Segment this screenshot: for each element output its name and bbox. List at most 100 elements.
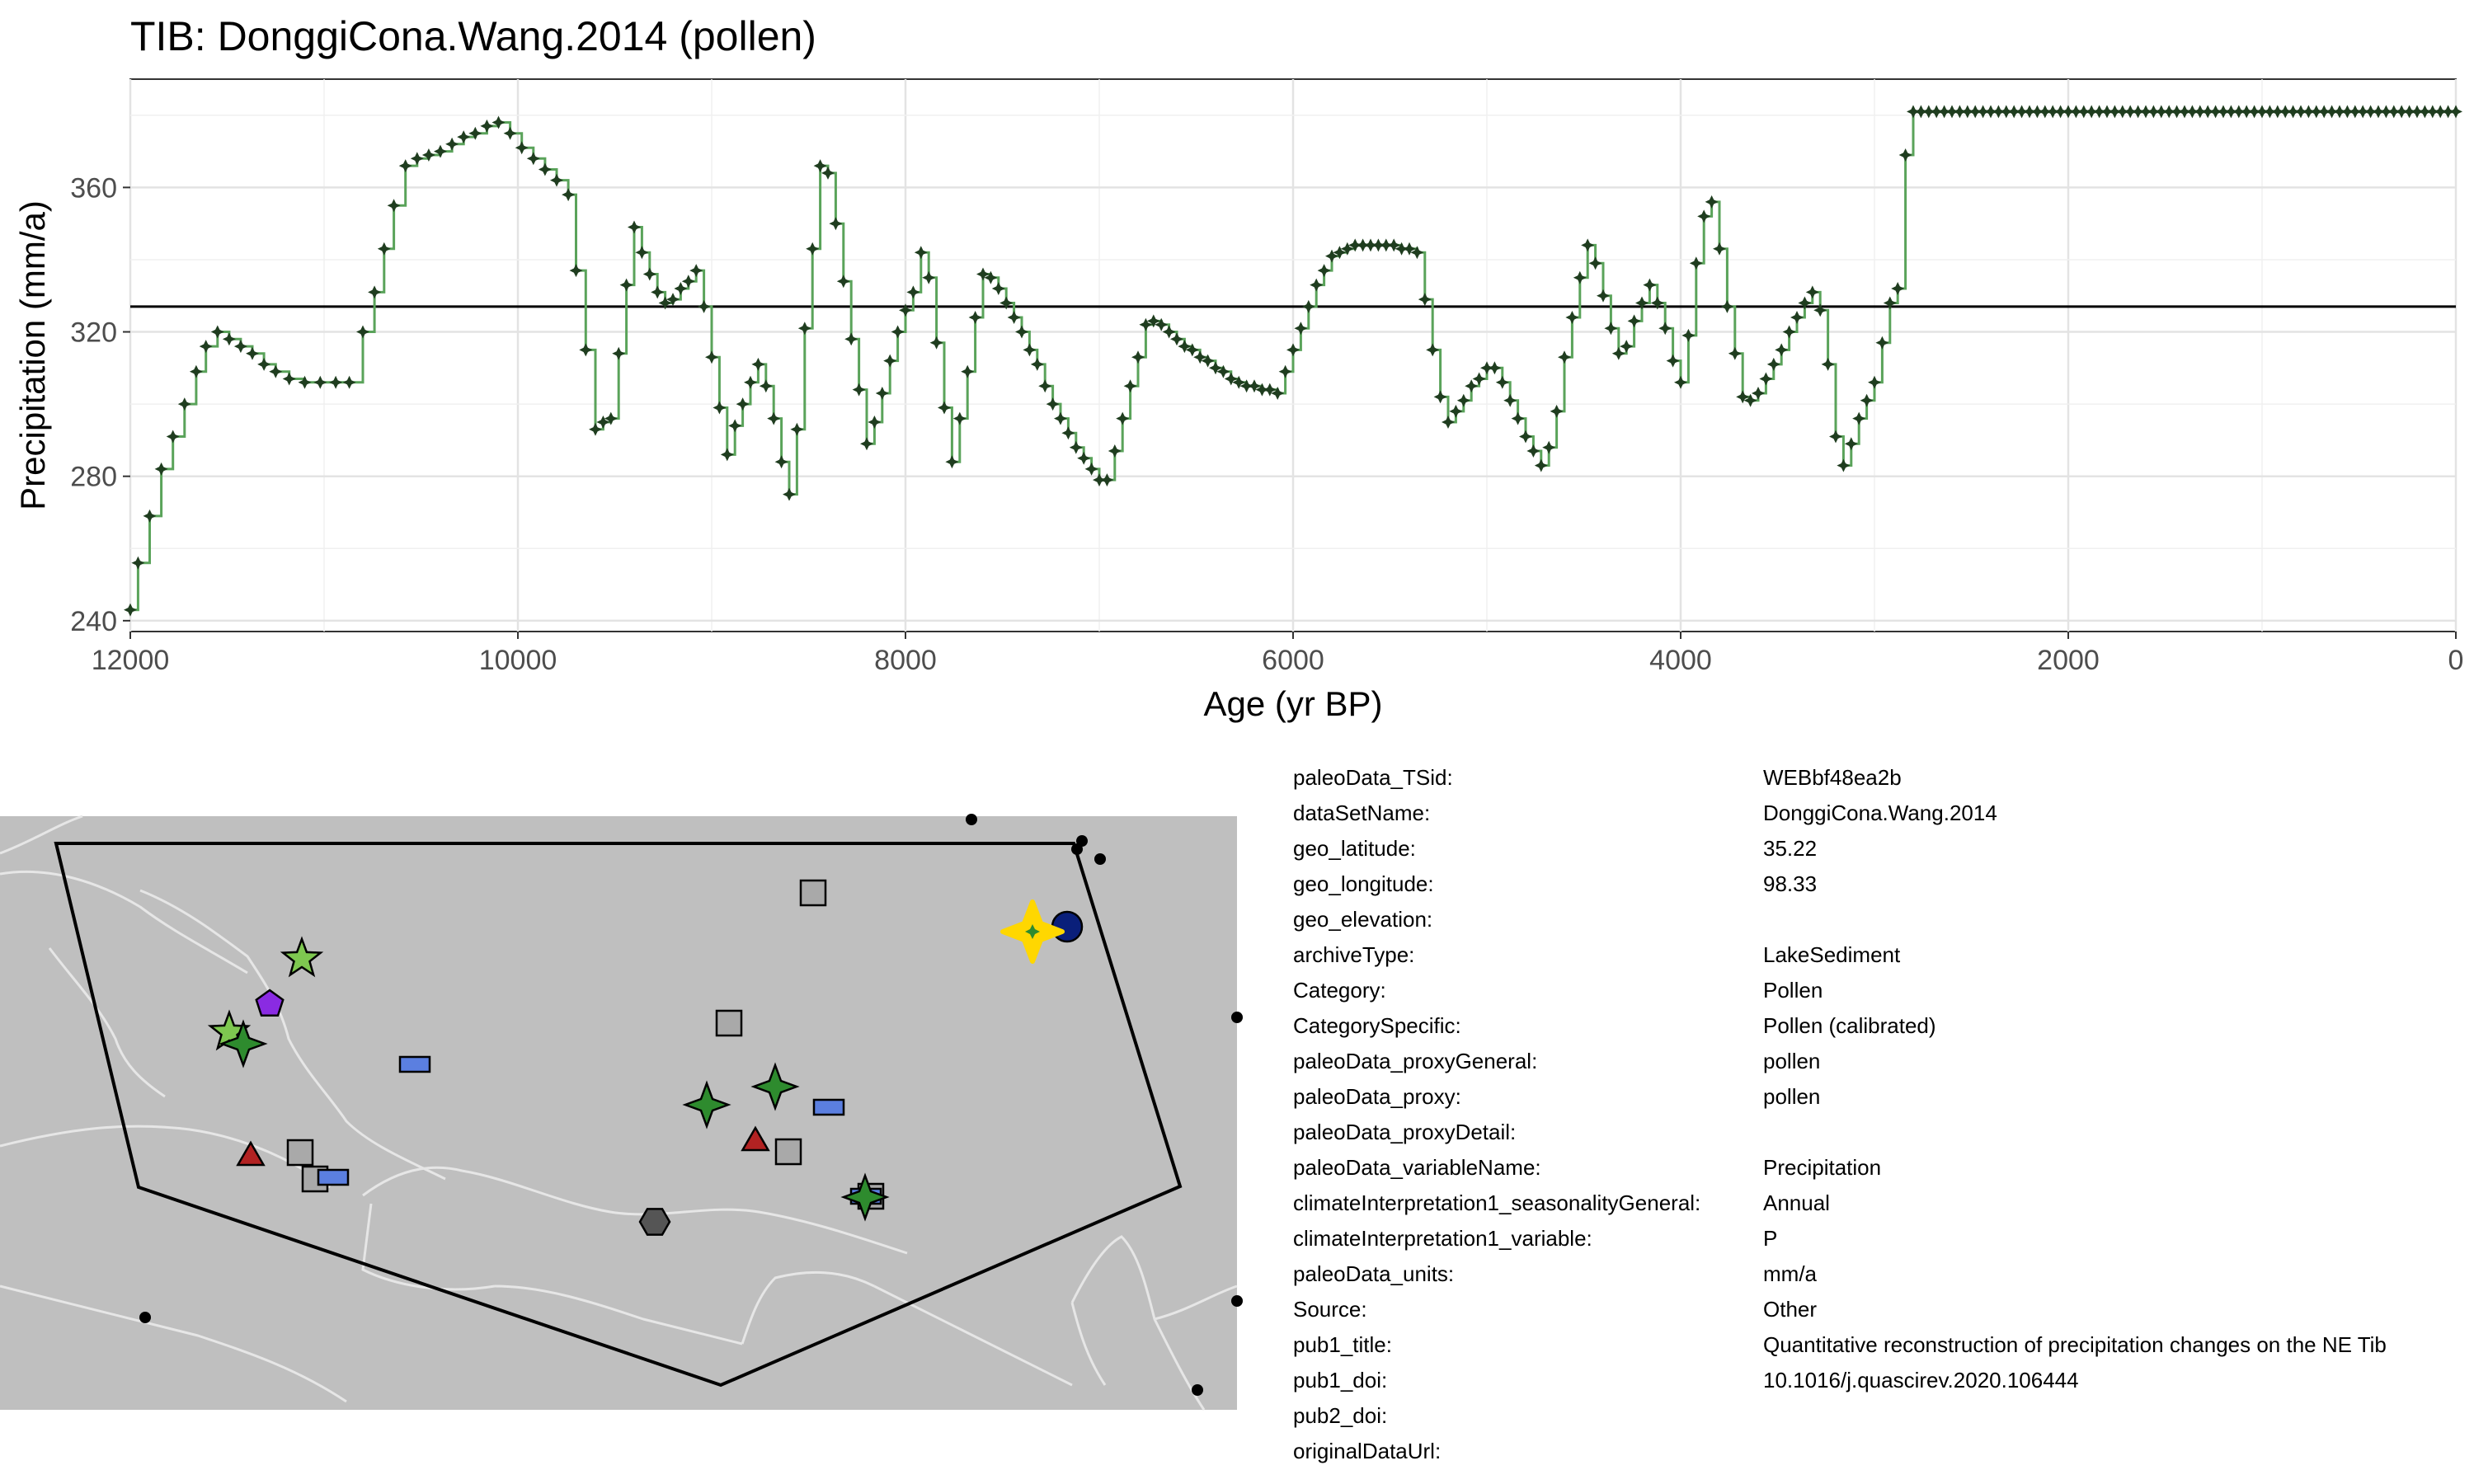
metadata-key: geo_longitude: xyxy=(1293,871,1434,896)
data-point xyxy=(2411,105,2424,119)
metadata-key: dataSetName: xyxy=(1293,801,1431,825)
data-point xyxy=(1968,105,1982,119)
hexagon-site xyxy=(638,1208,671,1236)
square-marker xyxy=(799,879,827,907)
data-point xyxy=(166,430,180,444)
data-point xyxy=(1844,437,1858,451)
x-tick-labels: 12000 10000 8000 6000 4000 2000 0 xyxy=(92,645,2464,676)
data-point xyxy=(2062,105,2075,119)
metadata-key: originalDataUrl: xyxy=(1293,1439,1442,1463)
data-point xyxy=(2162,105,2176,119)
data-point xyxy=(1837,458,1851,472)
rectangle-marker xyxy=(317,1168,350,1186)
data-point xyxy=(1232,375,1246,389)
data-point xyxy=(1146,314,1160,328)
data-point xyxy=(1937,105,1951,119)
data-point xyxy=(2124,105,2138,119)
data-point xyxy=(1387,238,1401,252)
data-point xyxy=(2147,105,2161,119)
data-point xyxy=(1046,397,1060,411)
data-point xyxy=(1666,354,1680,368)
data-point xyxy=(1875,336,1889,350)
x-tick-label: 10000 xyxy=(479,645,557,676)
data-point xyxy=(1775,343,1789,357)
data-point xyxy=(1620,340,1634,354)
data-point xyxy=(1023,343,1037,357)
site-map xyxy=(0,814,1243,1411)
data-point xyxy=(899,303,912,317)
data-point xyxy=(2053,105,2067,119)
data-point xyxy=(984,270,998,284)
data-point xyxy=(1480,361,1493,375)
data-point xyxy=(1442,416,1455,429)
y-tick-label: 280 xyxy=(70,462,117,493)
data-point xyxy=(1371,238,1385,252)
data-point xyxy=(1201,354,1215,368)
data-point xyxy=(1813,303,1827,317)
triangle-marker xyxy=(236,1140,266,1167)
metadata-value: Precipitation xyxy=(1763,1155,1882,1180)
data-point xyxy=(596,416,610,429)
data-point xyxy=(1705,195,1719,209)
y-tick-label: 240 xyxy=(70,606,117,637)
data-point xyxy=(1829,430,1842,444)
data-point xyxy=(1116,411,1130,425)
data-point xyxy=(891,325,905,339)
metadata-key: geo_latitude: xyxy=(1293,836,1416,861)
data-point xyxy=(1581,238,1595,252)
triangle-marker xyxy=(741,1125,770,1152)
data-point xyxy=(356,325,369,339)
data-point xyxy=(1992,105,2006,119)
data-point xyxy=(579,343,593,357)
data-point xyxy=(1084,462,1098,476)
data-point xyxy=(2279,105,2293,119)
data-point xyxy=(177,397,191,411)
data-point xyxy=(1697,209,1711,223)
data-point xyxy=(906,285,920,299)
square-marker xyxy=(774,1138,802,1166)
data-point xyxy=(1294,322,1308,336)
metadata-key: paleoData_proxyDetail: xyxy=(1293,1120,1517,1144)
data-point xyxy=(1743,393,1757,407)
data-point xyxy=(222,332,236,346)
map-background xyxy=(0,816,1237,1410)
data-point xyxy=(1550,404,1564,418)
data-point xyxy=(1681,328,1696,342)
square-marker xyxy=(286,1139,314,1167)
data-point xyxy=(1805,285,1819,299)
metadata-value: DonggiCona.Wang.2014 xyxy=(1763,801,1997,825)
metadata-value: WEBbf48ea2b xyxy=(1763,765,1902,790)
data-point xyxy=(952,411,967,425)
data-point xyxy=(991,282,1005,295)
data-point xyxy=(1348,238,1362,252)
data-point xyxy=(2286,105,2300,119)
data-point xyxy=(860,437,873,451)
data-point xyxy=(1798,296,1812,310)
data-point xyxy=(2030,105,2044,119)
region-polygon xyxy=(54,842,1183,1388)
data-point xyxy=(619,278,633,292)
data-point xyxy=(642,267,656,281)
data-point xyxy=(1449,404,1463,418)
data-point xyxy=(1030,357,1044,371)
data-point xyxy=(1193,350,1207,364)
data-point xyxy=(1162,325,1176,339)
data-point xyxy=(938,401,951,415)
data-point xyxy=(1984,105,1997,119)
data-point xyxy=(1418,293,1432,307)
data-point xyxy=(689,264,703,278)
data-point xyxy=(233,340,247,354)
data-point xyxy=(2363,105,2378,119)
data-point xyxy=(1301,299,1315,313)
data-point xyxy=(313,375,327,389)
data-point xyxy=(1627,314,1641,328)
data-point xyxy=(2425,105,2439,119)
data-point xyxy=(2023,105,2036,119)
data-point xyxy=(2302,105,2316,119)
data-point xyxy=(1650,296,1664,310)
data-point xyxy=(1465,379,1479,393)
data-point xyxy=(1658,322,1672,336)
data-point xyxy=(2154,105,2168,119)
metadata-value: mm/a xyxy=(1763,1261,1817,1286)
data-point xyxy=(1093,473,1106,487)
